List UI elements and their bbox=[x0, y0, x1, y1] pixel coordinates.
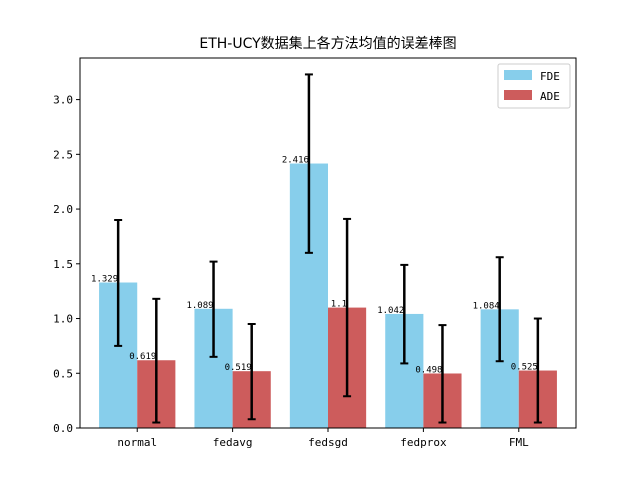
y-tick-label-2.0: 2.0 bbox=[53, 203, 73, 216]
data-label-fde-fedprox: 1.042 bbox=[377, 306, 404, 316]
x-axis: normal fedavg fedsgd fedprox FML bbox=[117, 428, 529, 449]
data-label-fde-fedavg: 1.089 bbox=[186, 301, 213, 311]
data-label-ade-FML: 0.525 bbox=[511, 363, 538, 373]
legend: FDE ADE bbox=[497, 63, 571, 109]
x-tick-label-normal: normal bbox=[117, 436, 157, 449]
data-label-ade-fedavg: 0.519 bbox=[225, 363, 252, 373]
y-axis: 0.0 0.5 1.0 1.5 2.0 2.5 3.0 bbox=[53, 94, 80, 435]
y-tick-label-0.5: 0.5 bbox=[53, 367, 73, 380]
x-tick-label-fedsgd: fedsgd bbox=[308, 436, 348, 449]
y-tick-label-1.5: 1.5 bbox=[53, 258, 73, 271]
x-tick-label-fedprox: fedprox bbox=[400, 436, 447, 449]
bars-group bbox=[99, 163, 557, 429]
data-label-fde-FML: 1.084 bbox=[473, 301, 500, 311]
y-tick-label-3.0: 3.0 bbox=[53, 94, 73, 107]
y-tick-label-2.5: 2.5 bbox=[53, 148, 73, 161]
data-label-ade-fedprox: 0.498 bbox=[415, 365, 442, 375]
legend-swatch-ade bbox=[504, 90, 532, 100]
chart-title: ETH-UCY数据集上各方法均值的误差棒图 bbox=[199, 35, 456, 52]
data-label-fde-fedsgd: 2.416 bbox=[282, 156, 309, 166]
data-label-fde-normal: 1.329 bbox=[91, 275, 118, 285]
y-tick-label-0.0: 0.0 bbox=[53, 422, 73, 435]
legend-label-fde: FDE bbox=[540, 70, 560, 83]
data-labels-group: 1.329 1.089 2.416 1.042 1.084 0.619 0.519 1.1 0.… bbox=[91, 156, 538, 376]
error-bars-group bbox=[114, 73, 542, 424]
data-label-ade-normal: 0.619 bbox=[129, 352, 156, 362]
y-tick-label-1.0: 1.0 bbox=[53, 313, 73, 326]
legend-swatch-fde bbox=[504, 70, 532, 80]
x-tick-label-FML: FML bbox=[509, 436, 529, 449]
legend-label-ade: ADE bbox=[540, 90, 560, 103]
data-label-ade-fedsgd: 1.1 bbox=[331, 300, 347, 310]
x-tick-label-fedavg: fedavg bbox=[213, 436, 253, 449]
